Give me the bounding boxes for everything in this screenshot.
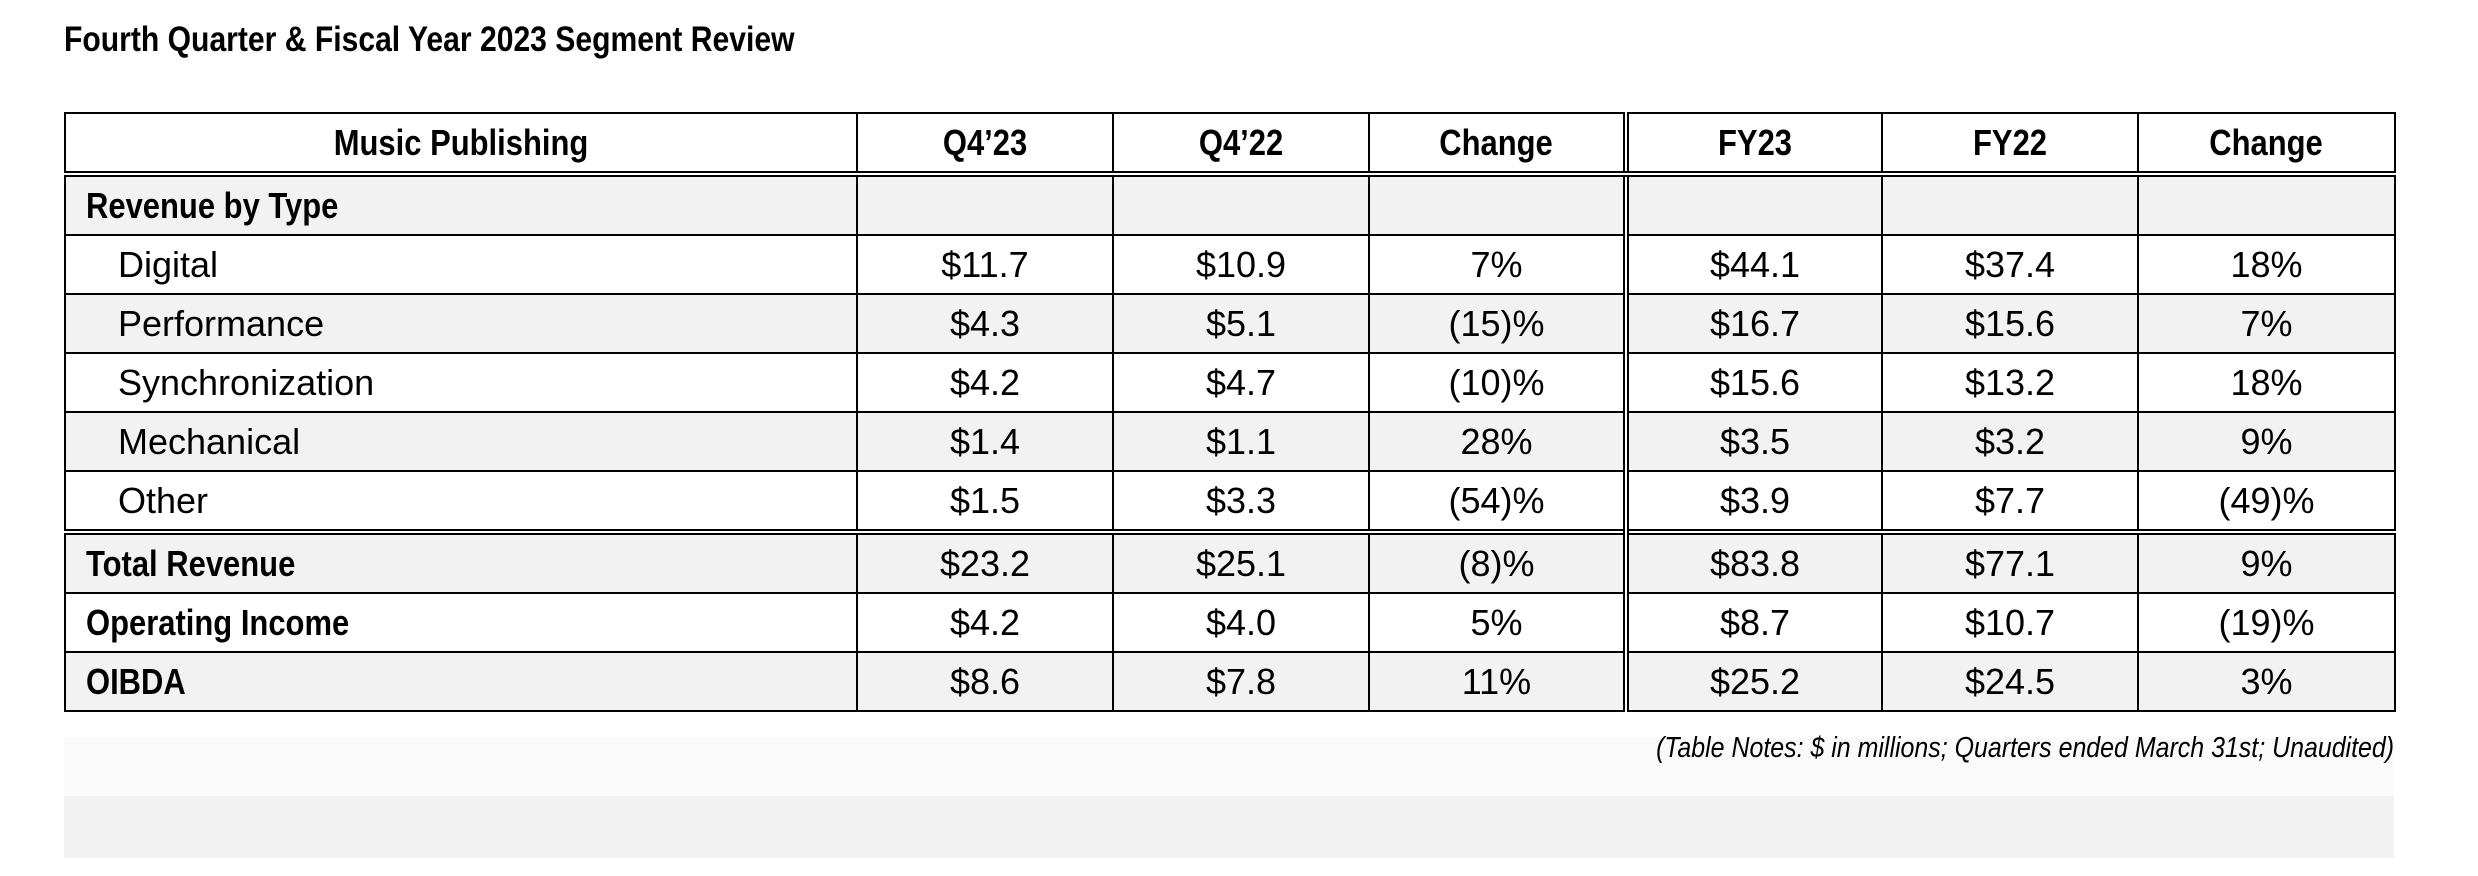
table-cell: 18% <box>2137 352 2396 413</box>
table-cell: $4.0 <box>1112 592 1370 653</box>
page-title: Fourth Quarter & Fiscal Year 2023 Segmen… <box>64 20 795 59</box>
table-cell <box>2137 173 2396 236</box>
row-label: Operating Income <box>64 592 858 653</box>
table-cell: $3.2 <box>1881 411 2139 472</box>
table-cell: 18% <box>2137 234 2396 295</box>
row-label: Mechanical <box>64 411 858 472</box>
column-header-quarter-change: Change <box>1368 112 1627 177</box>
table-cell: (49)% <box>2137 470 2396 533</box>
table-cell: $8.6 <box>856 651 1114 712</box>
table-cell: 11% <box>1368 651 1627 712</box>
table-cell: $10.9 <box>1112 234 1370 295</box>
table-cell: 5% <box>1368 592 1627 653</box>
table-cell: (15)% <box>1368 293 1627 354</box>
table-cell <box>1368 173 1627 236</box>
table-cell: $23.2 <box>856 529 1114 594</box>
table-cell: $16.7 <box>1623 293 1883 354</box>
table-notes: (Table Notes: $ in millions; Quarters en… <box>1656 732 2394 764</box>
table-cell: $8.7 <box>1623 592 1883 653</box>
table-cell: (19)% <box>2137 592 2396 653</box>
table-row-section: Revenue by Type <box>64 173 2396 236</box>
column-header-fy22: FY22 <box>1881 112 2139 177</box>
table-cell: $1.4 <box>856 411 1114 472</box>
column-header-q4-23: Q4’23 <box>856 112 1114 177</box>
table-cell: 28% <box>1368 411 1627 472</box>
background-band <box>64 738 2394 796</box>
table-cell: $25.1 <box>1112 529 1370 594</box>
table-cell: $24.5 <box>1881 651 2139 712</box>
table-cell: $25.2 <box>1623 651 1883 712</box>
row-label: Digital <box>64 234 858 295</box>
table-cell: $15.6 <box>1881 293 2139 354</box>
table-row-mechanical: Mechanical $1.4 $1.1 28% $3.5 $3.2 9% <box>64 411 2396 472</box>
table-cell: $3.9 <box>1623 470 1883 533</box>
table-row-performance: Performance $4.3 $5.1 (15)% $16.7 $15.6 … <box>64 293 2396 354</box>
table-row-digital: Digital $11.7 $10.9 7% $44.1 $37.4 18% <box>64 234 2396 295</box>
table-row-other: Other $1.5 $3.3 (54)% $3.9 $7.7 (49)% <box>64 470 2396 533</box>
row-label: Other <box>64 470 858 533</box>
column-header-q4-22: Q4’22 <box>1112 112 1370 177</box>
table-cell: $44.1 <box>1623 234 1883 295</box>
table-cell: $7.8 <box>1112 651 1370 712</box>
background-band-shaded <box>64 796 2394 858</box>
table-cell: $37.4 <box>1881 234 2139 295</box>
table-cell: 9% <box>2137 411 2396 472</box>
table-cell <box>1623 173 1883 236</box>
row-label: Performance <box>64 293 858 354</box>
table-cell: $4.2 <box>856 592 1114 653</box>
table-cell: $3.3 <box>1112 470 1370 533</box>
table-cell: $1.5 <box>856 470 1114 533</box>
table-row-operating-income: Operating Income $4.2 $4.0 5% $8.7 $10.7… <box>64 592 2396 653</box>
table-row-oibda: OIBDA $8.6 $7.8 11% $25.2 $24.5 3% <box>64 651 2396 712</box>
table-cell: 3% <box>2137 651 2396 712</box>
table-cell: $4.3 <box>856 293 1114 354</box>
table-cell: $11.7 <box>856 234 1114 295</box>
table-cell: $4.7 <box>1112 352 1370 413</box>
table-cell: $15.6 <box>1623 352 1883 413</box>
table-cell: $13.2 <box>1881 352 2139 413</box>
table-row-total-revenue: Total Revenue $23.2 $25.1 (8)% $83.8 $77… <box>64 529 2396 594</box>
table-cell: (8)% <box>1368 529 1627 594</box>
column-header-fy23: FY23 <box>1623 112 1883 177</box>
table-cell: $83.8 <box>1623 529 1883 594</box>
column-header-segment: Music Publishing <box>64 112 858 177</box>
segment-review-table: Music Publishing Q4’23 Q4’22 Change FY23… <box>64 112 2396 712</box>
table-cell <box>1881 173 2139 236</box>
table-cell <box>1112 173 1370 236</box>
section-label: Revenue by Type <box>64 173 858 236</box>
table-cell: 7% <box>2137 293 2396 354</box>
table-cell: (54)% <box>1368 470 1627 533</box>
table-row-synchronization: Synchronization $4.2 $4.7 (10)% $15.6 $1… <box>64 352 2396 413</box>
table-cell: $3.5 <box>1623 411 1883 472</box>
table-header-row: Music Publishing Q4’23 Q4’22 Change FY23… <box>64 112 2396 177</box>
table-cell: (10)% <box>1368 352 1627 413</box>
table-cell <box>856 173 1114 236</box>
column-header-year-change: Change <box>2137 112 2396 177</box>
table-cell: $10.7 <box>1881 592 2139 653</box>
table-cell: 7% <box>1368 234 1627 295</box>
table-cell: $1.1 <box>1112 411 1370 472</box>
row-label: Synchronization <box>64 352 858 413</box>
table-cell: $7.7 <box>1881 470 2139 533</box>
table-cell: $4.2 <box>856 352 1114 413</box>
table-cell: $77.1 <box>1881 529 2139 594</box>
row-label: OIBDA <box>64 651 858 712</box>
table-cell: $5.1 <box>1112 293 1370 354</box>
row-label: Total Revenue <box>64 529 858 594</box>
table-cell: 9% <box>2137 529 2396 594</box>
